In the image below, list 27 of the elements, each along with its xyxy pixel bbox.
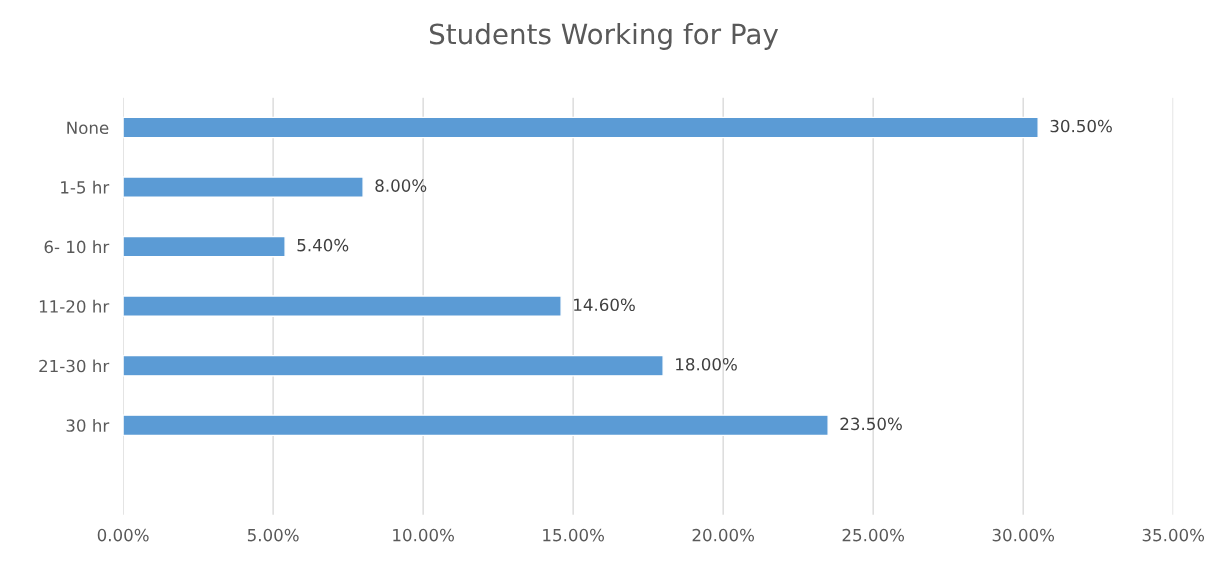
data-label: 30.50% [1050, 119, 1112, 133]
y-tick-label: 21-30 hr [39, 359, 110, 373]
data-label: 14.60% [574, 298, 635, 312]
x-tick-label: 10.00% [393, 528, 454, 542]
y-tick-label: None [67, 121, 109, 135]
data-label: 18.00% [676, 357, 737, 371]
bar [123, 414, 829, 437]
x-tick-label: 15.00% [543, 528, 605, 542]
bar [123, 176, 364, 198]
data-label: 8.00% [375, 179, 427, 192]
x-tick-label: 30.00% [992, 528, 1055, 542]
data-label: 5.40% [297, 238, 349, 252]
bar [123, 235, 286, 258]
y-tick-label: 30 hr [66, 418, 110, 432]
bar [123, 295, 562, 318]
x-tick-label: 35.00% [1142, 528, 1205, 542]
bar [123, 116, 1039, 139]
y-tick-label: 6- 10 hr [44, 240, 110, 254]
data-label: 23.50% [840, 417, 902, 431]
y-tick-label: 11-20 hr [39, 299, 110, 313]
y-tick-label: 1-5 hr [61, 180, 110, 194]
bar [123, 354, 664, 377]
chart-title: Students Working for Pay [429, 23, 779, 50]
x-tick-label: 25.00% [842, 528, 905, 542]
x-tick-label: 20.00% [692, 528, 755, 542]
x-tick-label: 0.00% [97, 528, 149, 542]
x-tick-label: 5.00% [247, 528, 299, 542]
